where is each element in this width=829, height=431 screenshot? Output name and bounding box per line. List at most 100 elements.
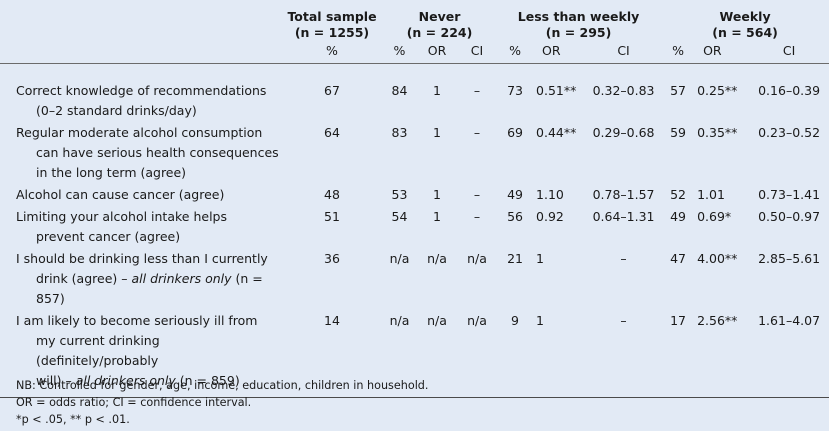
table-cell: 0.44**	[536, 125, 577, 140]
table-row: Regular moderate alcohol consumption can …	[0, 123, 829, 185]
header-total-title: Total sample	[287, 9, 377, 24]
table-cell: 64	[324, 125, 340, 140]
row-label: Alcohol can cause cancer (agree)	[0, 185, 281, 207]
table-cell: 53	[391, 187, 408, 202]
table-cell: 1	[536, 313, 544, 328]
row-label-text: Correct knowledge of recommendations	[16, 83, 267, 98]
table-cell: 0.29–0.68	[592, 125, 655, 140]
table-cell: 1	[433, 125, 441, 140]
unit-header-cell: CI	[470, 43, 484, 58]
row-label-line: my current drinking (definitely/probably	[16, 331, 281, 371]
row-label-text: my current drinking (definitely/probably	[36, 333, 160, 368]
table-cell: 0.25**	[697, 83, 738, 98]
table-cell: 0.92	[536, 209, 564, 224]
table-row: Correct knowledge of recommendations (0–2…	[0, 81, 829, 123]
table-cell: 0.32–0.83	[592, 83, 655, 98]
table-cell: 36	[324, 251, 340, 266]
table-row: I am likely to become seriously ill from…	[0, 311, 829, 393]
table-cell: 9	[511, 313, 519, 328]
unit-header-cell: %	[509, 43, 521, 58]
note-significance: *p < .05, ** p < .01.	[16, 413, 130, 426]
note-abbreviations: OR = odds ratio; CI = confidence interva…	[16, 396, 252, 409]
table-cell: 0.73–1.41	[758, 187, 821, 202]
table-cell: 1	[433, 83, 441, 98]
table-cell: 1.10	[536, 187, 564, 202]
table-cell: –	[620, 313, 627, 328]
row-label-line: Correct knowledge of recommendations	[16, 81, 281, 101]
table-cell: 2.85–5.61	[758, 251, 821, 266]
header-less-weekly-n: (n = 295)	[545, 25, 612, 40]
unit-header-cell: CI	[782, 43, 796, 58]
header-never-n: (n = 224)	[406, 25, 473, 40]
table-cell: 54	[391, 209, 408, 224]
row-label-line: will) – all drinkers only (n = 859)	[16, 371, 281, 391]
row-label-line: I should be drinking less than I current…	[16, 249, 281, 269]
table-cell: 0.78–1.57	[592, 187, 655, 202]
row-label-text: (0–2 standard drinks/day)	[36, 103, 197, 118]
table-row: Alcohol can cause cancer (agree) 48 53 1 – 49…	[0, 185, 829, 207]
unit-header-cell: %	[393, 43, 406, 58]
row-label-text: in the long term (agree)	[36, 165, 187, 180]
row-label-line: I am likely to become seriously ill from	[16, 311, 281, 331]
unit-header-cell: %	[672, 43, 684, 58]
row-label-text: Alcohol can cause cancer (agree)	[16, 187, 225, 202]
table-cell: 1	[433, 209, 441, 224]
header-spacer	[0, 64, 829, 81]
table-cell: 0.23–0.52	[758, 125, 821, 140]
table-cell: 67	[324, 83, 340, 98]
row-label-text: prevent cancer (agree)	[36, 229, 181, 244]
header-blank	[0, 0, 281, 41]
row-label-text: I am likely to become seriously ill from	[16, 313, 258, 328]
table-row: I should be drinking less than I current…	[0, 249, 829, 311]
row-label: I should be drinking less than I current…	[0, 249, 281, 311]
table-cell: n/a	[389, 313, 410, 328]
table-cell: 73	[507, 83, 523, 98]
group-header-row: Total sample (n = 1255) Never (n = 224) …	[0, 0, 829, 41]
table-cell: 14	[324, 313, 340, 328]
row-label-text: Limiting your alcohol intake helps	[16, 209, 227, 224]
table-cell: 0.69*	[697, 209, 732, 224]
table-cell: 52	[670, 187, 687, 202]
header-weekly: Weekly (n = 564)	[661, 0, 829, 41]
table-cell: 49	[507, 187, 523, 202]
table-cell: 84	[391, 83, 408, 98]
table-cell: 0.35**	[697, 125, 738, 140]
table-cell: 0.16–0.39	[758, 83, 821, 98]
header-never: Never (n = 224)	[383, 0, 496, 41]
unit-header-cell: OR	[703, 43, 722, 58]
table-row: Limiting your alcohol intake helps preven…	[0, 207, 829, 249]
table-cell: –	[473, 187, 481, 202]
table-cell: 83	[391, 125, 408, 140]
table-cell: n/a	[467, 313, 487, 328]
row-label: Correct knowledge of recommendations (0–2…	[0, 81, 281, 123]
header-total-n: (n = 1255)	[294, 25, 370, 40]
unit-header-cell: OR	[427, 43, 447, 58]
row-label-text: drink (agree) –	[36, 271, 132, 286]
row-label-emphasis: all drinkers only	[131, 271, 232, 286]
row-label-emphasis: all drinkers only	[75, 373, 176, 388]
table-cell: 1	[536, 251, 544, 266]
table-cell: 69	[507, 125, 523, 140]
row-label-line: prevent cancer (agree)	[16, 227, 281, 247]
table-cell: n/a	[427, 251, 447, 266]
table-cell: 17	[670, 313, 687, 328]
header-never-title: Never	[418, 9, 461, 24]
unit-header-cell: %	[326, 43, 338, 58]
unit-header-cell: OR	[542, 43, 561, 58]
table-notes: NB: Controlled for gender, age, income, …	[16, 377, 428, 428]
header-rule	[0, 63, 829, 64]
row-label-text: I should be drinking less than I current…	[16, 251, 268, 266]
table-cell: 57	[670, 83, 687, 98]
table-cell: 49	[670, 209, 687, 224]
unit-header-cell: CI	[617, 43, 630, 58]
row-label: Regular moderate alcohol consumption can …	[0, 123, 281, 185]
table-cell: 56	[507, 209, 523, 224]
table-cell: 59	[670, 125, 687, 140]
table-cell: 48	[324, 187, 340, 202]
header-total-sample: Total sample (n = 1255)	[281, 0, 383, 41]
table-cell: n/a	[467, 251, 487, 266]
row-label-line: can have serious health consequences	[16, 143, 281, 163]
table-cell: –	[620, 251, 627, 266]
row-label-line: (0–2 standard drinks/day)	[16, 101, 281, 121]
